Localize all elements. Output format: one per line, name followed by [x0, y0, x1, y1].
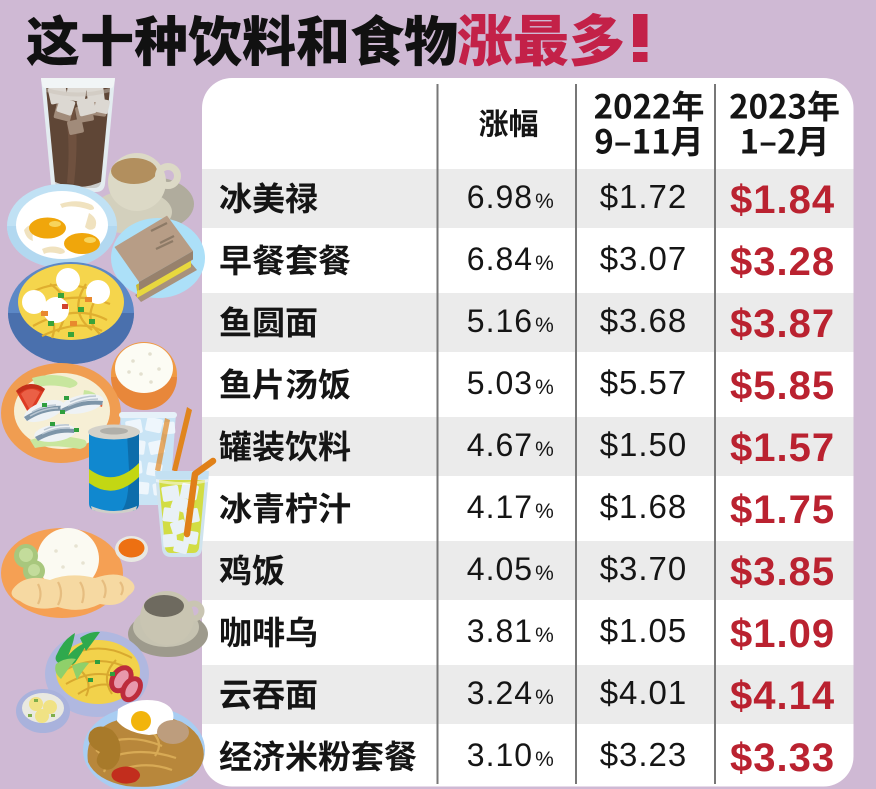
svg-text:$3.23: $3.23: [600, 736, 688, 773]
svg-text:$1.68: $1.68: [600, 488, 688, 525]
svg-text:$1.72: $1.72: [600, 178, 688, 215]
svg-text:$3.70: $3.70: [600, 550, 688, 587]
svg-text:$4.01: $4.01: [600, 674, 688, 711]
svg-text:$5.85: $5.85: [730, 364, 835, 408]
svg-text:$3.87: $3.87: [730, 302, 835, 346]
svg-text:$1.09: $1.09: [730, 612, 835, 656]
svg-text:$1.57: $1.57: [730, 426, 835, 470]
svg-text:$1.75: $1.75: [730, 488, 835, 532]
svg-text:$3.33: $3.33: [730, 736, 835, 780]
svg-text:$3.07: $3.07: [600, 240, 688, 277]
svg-text:$1.84: $1.84: [730, 178, 835, 222]
svg-text:$4.14: $4.14: [730, 674, 835, 718]
svg-text:$3.85: $3.85: [730, 550, 835, 594]
svg-text:$3.28: $3.28: [730, 240, 835, 284]
svg-text:$1.05: $1.05: [600, 612, 688, 649]
svg-text:$5.57: $5.57: [600, 364, 688, 401]
svg-text:$1.50: $1.50: [600, 426, 688, 463]
svg-text:$3.68: $3.68: [600, 302, 688, 339]
